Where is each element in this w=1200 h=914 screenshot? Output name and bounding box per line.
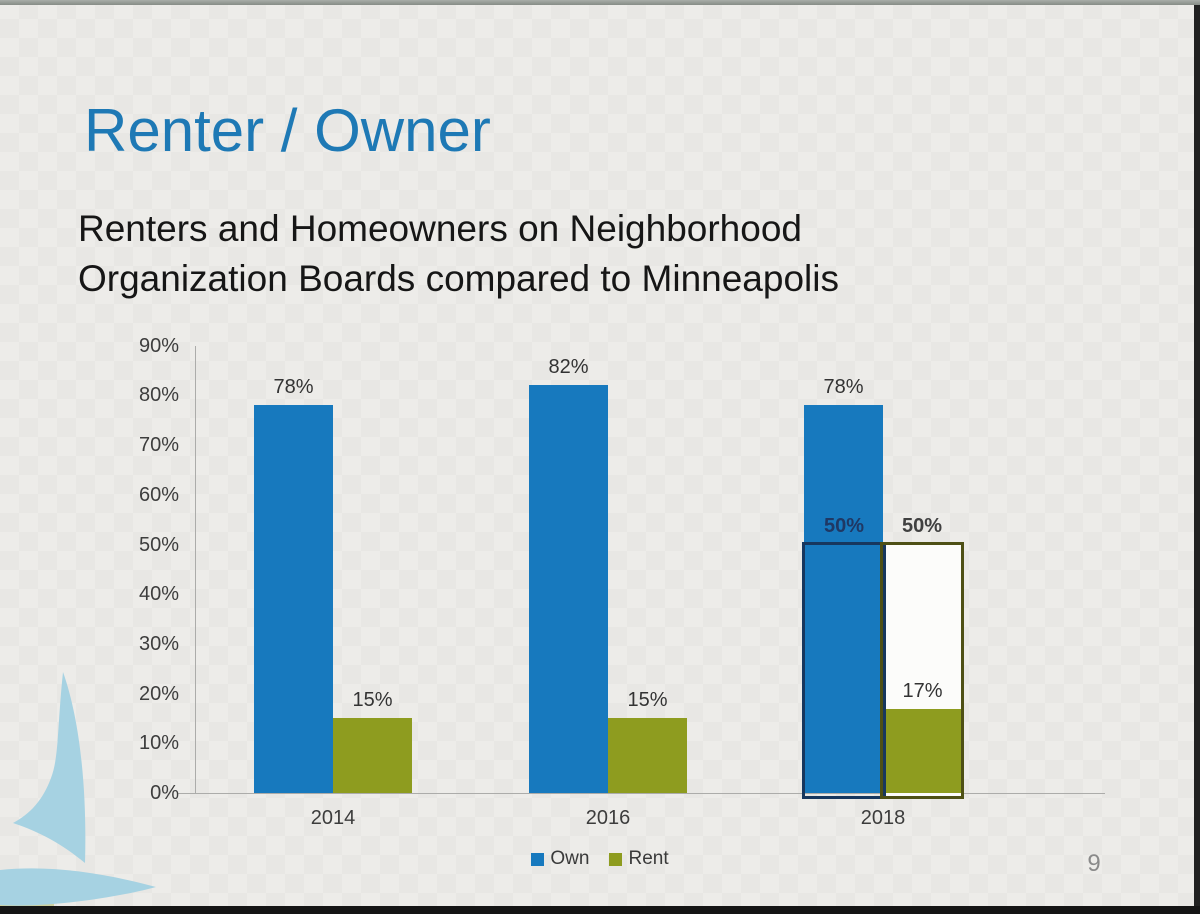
bar-value-label: 15% — [352, 689, 393, 712]
y-tick-label: 10% — [138, 732, 179, 755]
slide-subtitle-line-1: Renters and Homeowners on Neighborhood — [78, 208, 802, 249]
legend-item-rent: Rent — [609, 848, 669, 870]
x-category-label: 2014 — [310, 807, 356, 829]
y-tick-label: 40% — [138, 583, 179, 606]
page-number: 9 — [1087, 850, 1101, 877]
legend-item-own: Own — [531, 848, 589, 870]
y-tick-label: 60% — [138, 483, 179, 506]
slide-subtitle: Renters and Homeowners on Neighborhood O… — [78, 204, 839, 304]
y-tick-label: 90% — [138, 334, 179, 357]
frame-right-border — [1194, 0, 1200, 914]
bar-own-2018 — [804, 405, 883, 793]
legend-label: Rent — [628, 848, 669, 869]
y-tick-label: 30% — [138, 632, 179, 655]
legend-swatch-rent — [609, 852, 623, 866]
bar-rent-2014 — [333, 718, 412, 793]
x-category-label: 2018 — [860, 807, 906, 829]
reference-box — [802, 541, 886, 799]
y-tick-label: 80% — [138, 384, 179, 407]
bar-value-label: 17% — [902, 679, 943, 702]
reference-box-label: 50% — [823, 514, 865, 537]
bar-own-2014 — [254, 405, 333, 793]
frame-top-border — [0, 0, 1200, 5]
bar-value-label: 78% — [823, 376, 864, 399]
legend-swatch-own — [531, 852, 545, 866]
x-category-label: 2016 — [585, 807, 631, 829]
bar-value-label: 82% — [548, 356, 589, 379]
wave-icon — [0, 868, 156, 906]
y-tick-label: 70% — [138, 434, 179, 457]
bar-rent-2018 — [883, 708, 962, 793]
bar-value-label: 15% — [627, 689, 668, 712]
reference-box-label: 50% — [901, 514, 943, 537]
y-tick-label: 0% — [150, 782, 179, 804]
frame-bottom-border — [0, 906, 1200, 914]
bar-own-2016 — [529, 385, 608, 793]
y-axis-line — [195, 346, 196, 793]
slide-subtitle-line-2: Organization Boards compared to Minneapo… — [78, 258, 839, 299]
x-axis-line — [178, 793, 1105, 794]
slide-title: Renter / Owner — [84, 97, 491, 164]
y-tick-label: 50% — [138, 533, 179, 556]
bar-rent-2016 — [608, 718, 687, 793]
bar-value-label: 78% — [273, 376, 314, 399]
legend-label: Own — [550, 848, 590, 869]
sail-icon — [13, 672, 86, 863]
reference-box — [880, 541, 964, 799]
y-tick-label: 20% — [138, 682, 179, 705]
chart-legend: Own Rent — [0, 848, 1200, 870]
